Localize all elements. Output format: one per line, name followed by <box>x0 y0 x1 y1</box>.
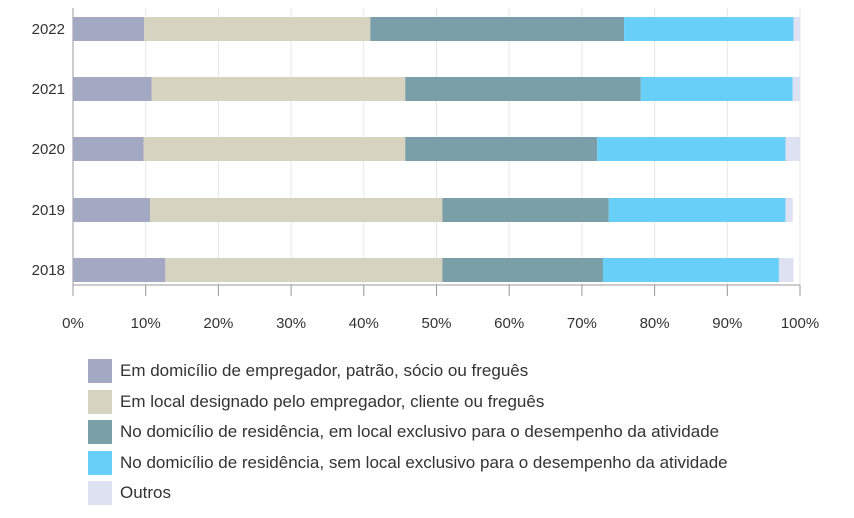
bar-segment <box>405 137 598 161</box>
bar-segment <box>778 258 794 282</box>
bar-segment <box>144 17 371 41</box>
x-tick-label: 20% <box>203 315 233 332</box>
y-tick-label: 2022 <box>32 21 65 38</box>
bar-segment <box>73 77 152 101</box>
legend-label: No domicílio de residência, sem local ex… <box>120 452 728 472</box>
x-tick-label: 30% <box>276 315 306 332</box>
y-tick-label: 2021 <box>32 81 65 98</box>
legend-item: No domicílio de residência, em local exc… <box>88 417 728 448</box>
x-tick-label: 0% <box>62 315 84 332</box>
legend-label: Outros <box>120 483 172 503</box>
bar-segment <box>785 137 800 161</box>
y-tick-label: 2018 <box>32 262 65 279</box>
bar-segment <box>785 198 793 222</box>
x-tick-label: 40% <box>349 315 379 332</box>
bar-segment <box>73 258 166 282</box>
bar-segment <box>640 77 793 101</box>
x-tick-label: 90% <box>712 315 742 332</box>
bar-segment <box>73 198 151 222</box>
bar-segment <box>165 258 443 282</box>
bar-segment <box>793 17 800 41</box>
y-tick-label: 2020 <box>32 141 65 158</box>
legend-item: No domicílio de residência, sem local ex… <box>88 448 728 479</box>
y-tick-label: 2019 <box>32 202 65 219</box>
bar-segment <box>405 77 641 101</box>
bar-segment <box>602 258 779 282</box>
legend-swatch <box>88 359 112 384</box>
legend-item: Em domicílio de empregador, patrão, sóci… <box>88 356 728 387</box>
x-tick-label: 60% <box>494 315 524 332</box>
legend-label: Em domicílio de empregador, patrão, sóci… <box>120 361 529 381</box>
legend-label: Em local designado pelo empregador, clie… <box>120 391 545 411</box>
legend-swatch <box>88 420 112 445</box>
legend-swatch <box>88 481 112 506</box>
bar-segment <box>370 17 625 41</box>
bar-segment <box>151 77 406 101</box>
legend-item: Outros <box>88 478 728 509</box>
x-tick-label: 100% <box>781 315 819 332</box>
bar-segment <box>143 137 406 161</box>
x-tick-label: 50% <box>421 315 451 332</box>
legend-swatch <box>88 389 112 414</box>
bar-segment <box>73 17 145 41</box>
stacked-bar-chart: 0% 10% 20% 30% 40% 50% 60% 70% 80% 90% 100% 2022 202… <box>32 8 819 332</box>
bar-segment <box>442 198 609 222</box>
x-tick-label: 80% <box>640 315 670 332</box>
x-tick-label: 10% <box>131 315 161 332</box>
bar-segment <box>73 137 144 161</box>
bar-segment <box>597 137 786 161</box>
legend-item: Em local designado pelo empregador, clie… <box>88 387 728 418</box>
bar-segment <box>608 198 786 222</box>
legend-swatch <box>88 450 112 475</box>
bar-segment <box>792 77 800 101</box>
legend-label: No domicílio de residência, em local exc… <box>120 422 720 442</box>
bar-segment <box>150 198 443 222</box>
bar-segment <box>442 258 603 282</box>
chart-legend: Em domicílio de empregador, patrão, sóci… <box>88 356 728 509</box>
x-tick-label: 70% <box>567 315 597 332</box>
bar-segment <box>624 17 794 41</box>
